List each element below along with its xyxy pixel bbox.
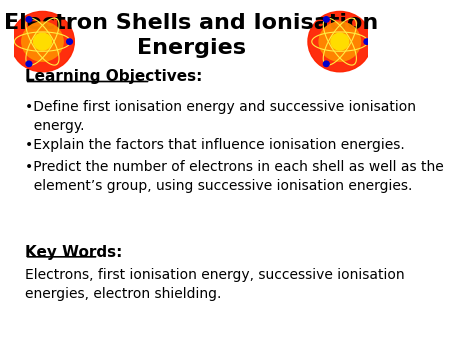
Circle shape [26,61,32,67]
Text: •Explain the factors that influence ionisation energies.: •Explain the factors that influence ioni… [25,138,405,152]
Circle shape [308,11,372,72]
Text: •Predict the number of electrons in each shell as well as the
  element’s group,: •Predict the number of electrons in each… [25,160,444,193]
Text: Energies: Energies [137,38,246,58]
Circle shape [22,22,63,61]
Text: Electron Shells and Ionisation: Electron Shells and Ionisation [4,13,378,33]
Circle shape [324,17,329,22]
Circle shape [11,11,74,72]
Circle shape [331,33,349,50]
Text: Electrons, first ionisation energy, successive ionisation
energies, electron shi: Electrons, first ionisation energy, succ… [25,268,405,301]
Text: •Define first ionisation energy and successive ionisation
  energy.: •Define first ionisation energy and succ… [25,100,416,133]
Circle shape [324,61,329,67]
Text: Key Words:: Key Words: [25,245,122,260]
Text: Learning Objectives:: Learning Objectives: [25,69,202,84]
Circle shape [26,17,32,22]
Circle shape [67,39,72,44]
Circle shape [319,22,360,61]
Circle shape [34,33,51,50]
Circle shape [364,39,370,44]
